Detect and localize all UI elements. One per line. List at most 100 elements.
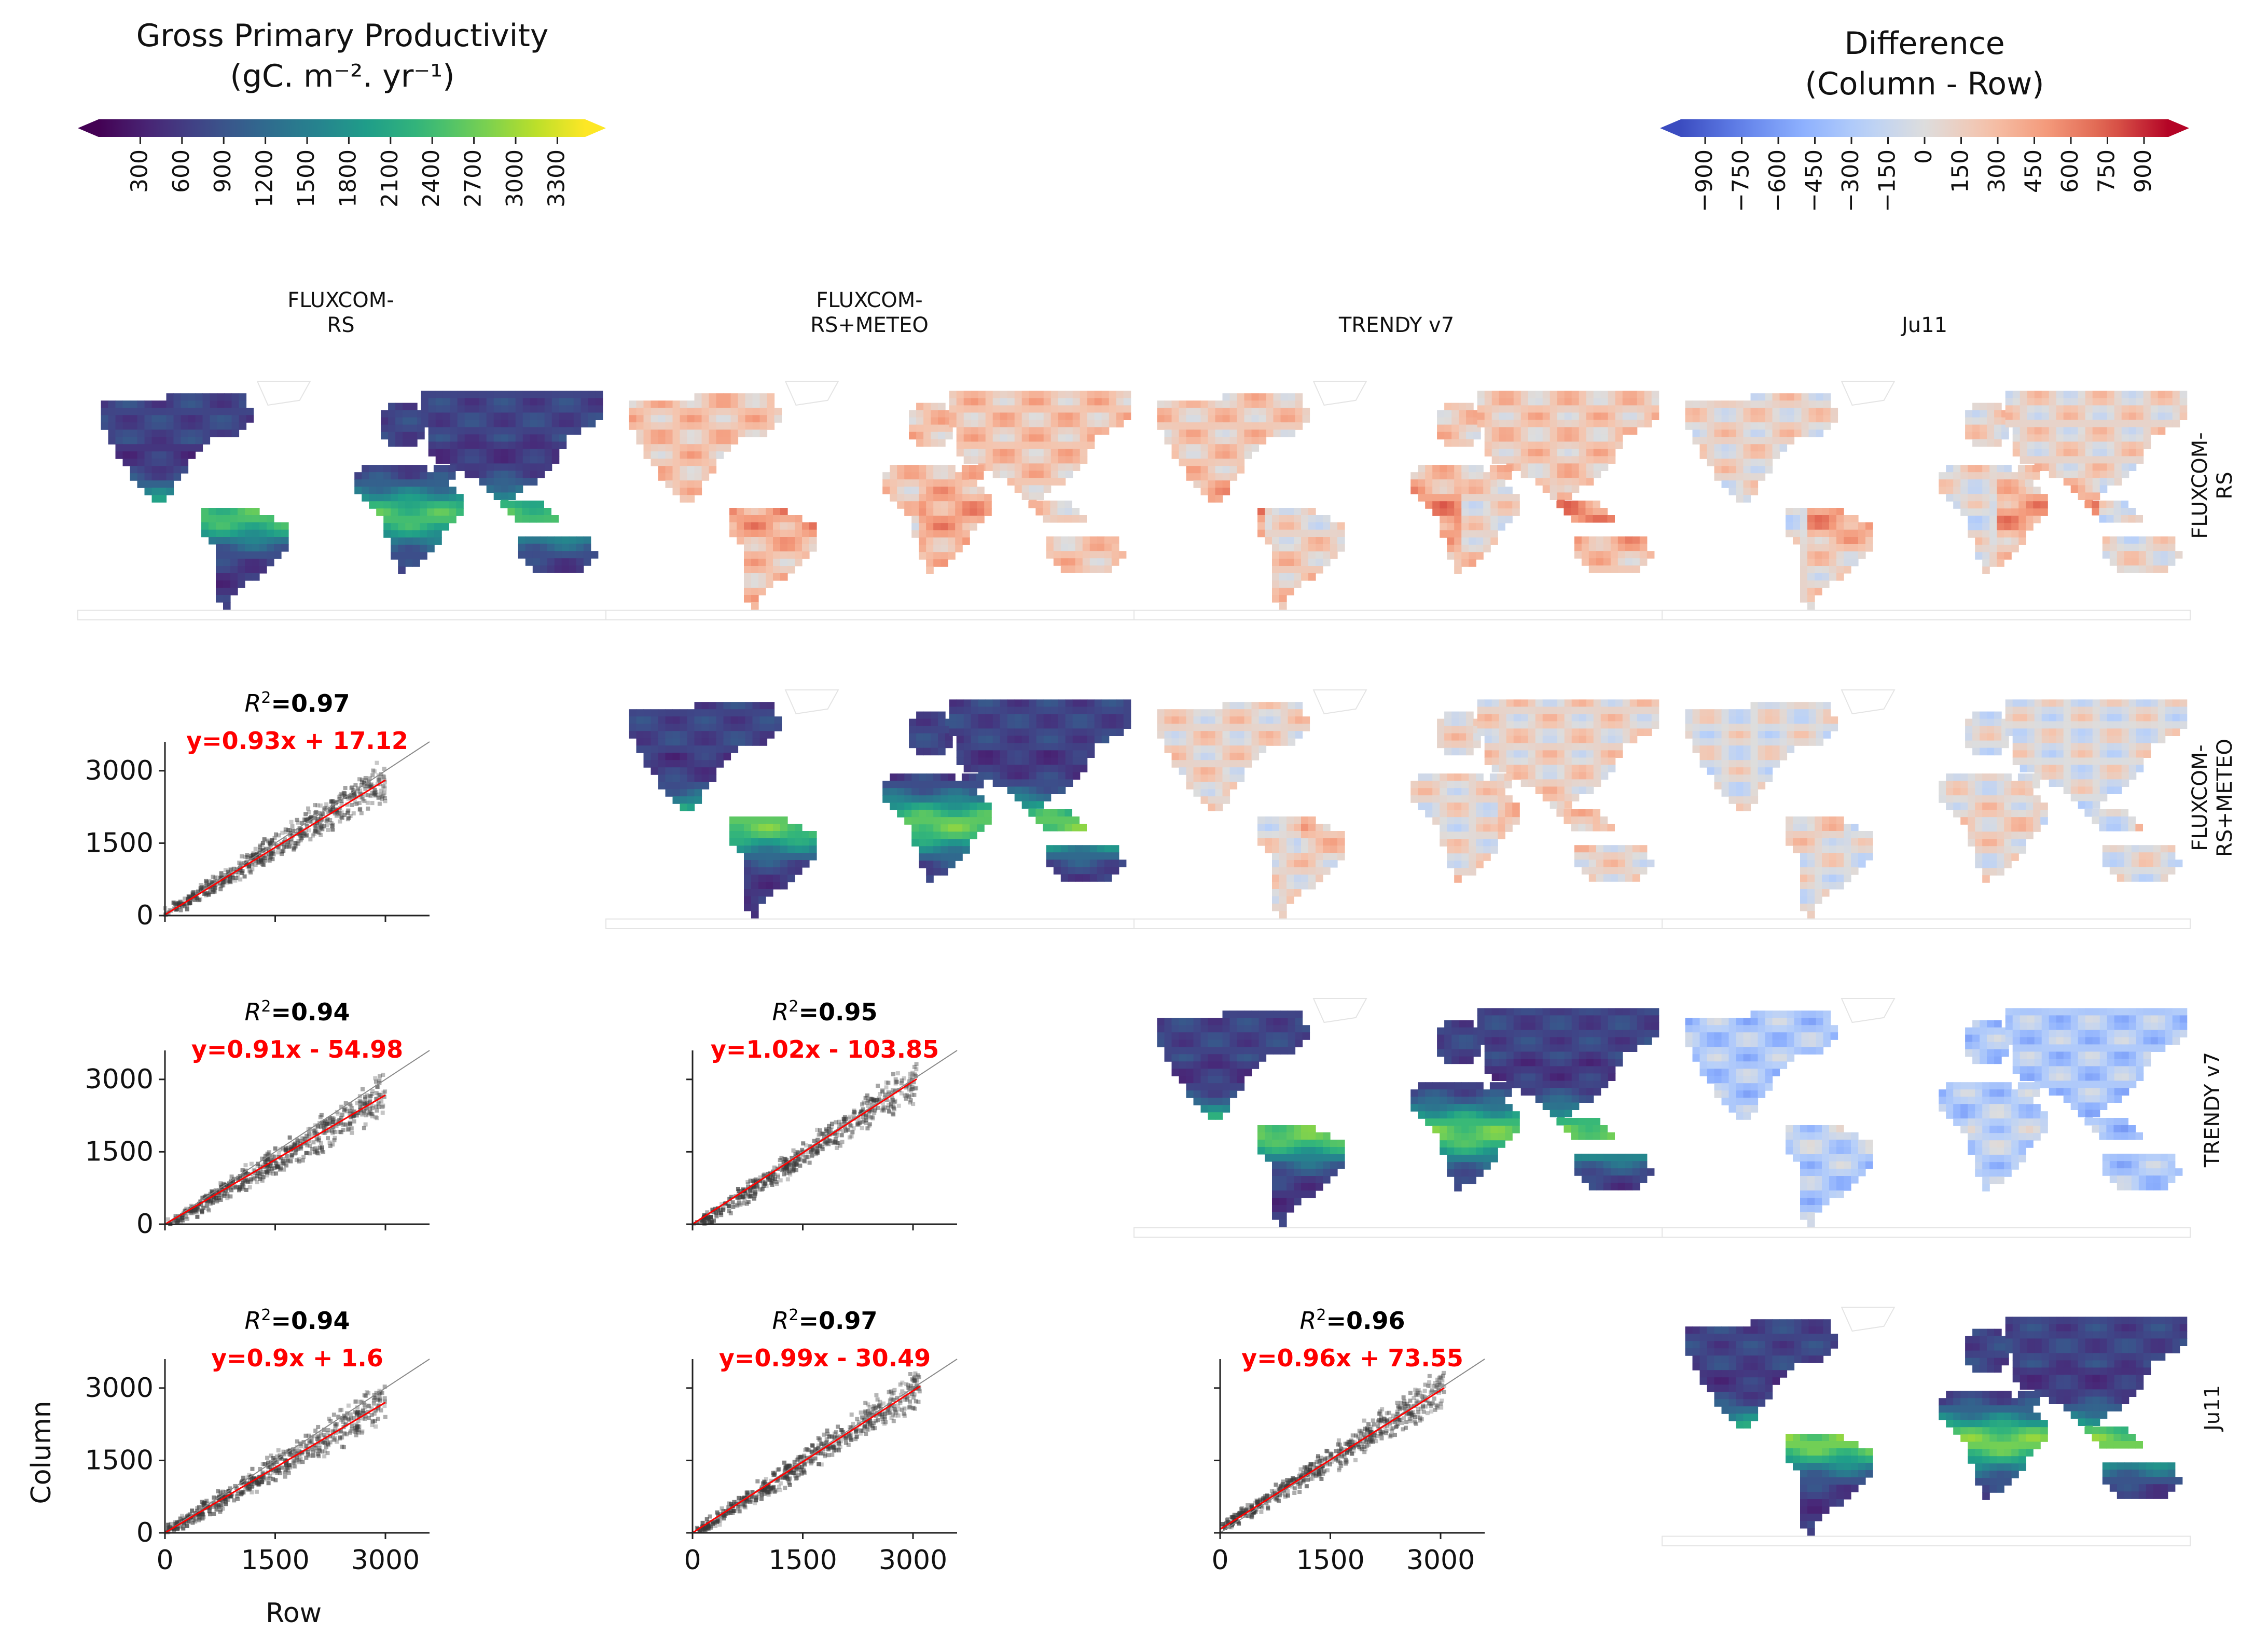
map-cell xyxy=(1829,544,1837,552)
map-cell xyxy=(1109,714,1117,722)
map-cell xyxy=(450,398,458,406)
map-cell xyxy=(1765,731,1773,739)
map-cell xyxy=(1800,580,1808,588)
map-cell xyxy=(948,487,956,494)
map-cell xyxy=(202,408,211,416)
map-cell xyxy=(1721,716,1730,724)
map-cell xyxy=(751,508,759,516)
map-cell xyxy=(1787,430,1795,437)
map-cell xyxy=(911,788,919,796)
map-cell xyxy=(1505,817,1513,825)
continent-europe xyxy=(1437,403,1488,447)
map-cell xyxy=(457,441,465,449)
map-cell xyxy=(1193,745,1201,753)
map-cell xyxy=(780,882,788,890)
map-cell xyxy=(716,753,724,760)
map-cell xyxy=(643,430,652,437)
map-cell xyxy=(955,839,963,847)
map-cell xyxy=(992,714,1001,722)
map-cell xyxy=(217,393,225,401)
map-cell xyxy=(559,434,567,442)
map-cell xyxy=(1109,699,1117,707)
map-cell xyxy=(1615,707,1623,714)
map-cell xyxy=(540,544,548,551)
map-cell xyxy=(2167,544,2176,551)
map-cell xyxy=(1440,795,1447,803)
map-cell xyxy=(1644,412,1652,420)
map-cell xyxy=(1193,753,1201,760)
map-cell xyxy=(1490,508,1498,516)
map-cell xyxy=(729,522,737,530)
map-cell xyxy=(1058,714,1066,722)
map-cell xyxy=(1029,405,1037,413)
map-cell xyxy=(2049,391,2057,398)
map-cell xyxy=(1065,412,1073,420)
map-cell xyxy=(1765,709,1773,717)
map-cell xyxy=(1801,709,1809,717)
map-cell xyxy=(1053,845,1061,853)
map-cell xyxy=(1068,558,1076,566)
map-cell xyxy=(1466,410,1474,418)
map-cell xyxy=(1251,745,1260,753)
map-cell xyxy=(926,552,934,560)
map-cell xyxy=(2027,434,2035,442)
map-cell xyxy=(694,415,702,423)
map-cell xyxy=(1743,422,1751,430)
map-cell xyxy=(2025,465,2033,473)
map-cell xyxy=(1491,736,1500,743)
map-cell xyxy=(403,439,410,447)
map-cell xyxy=(1222,444,1230,452)
map-cell xyxy=(1736,745,1744,753)
map-cell xyxy=(1295,422,1303,430)
map-cell xyxy=(398,552,406,560)
map-cell xyxy=(420,465,427,473)
map-cell xyxy=(1596,544,1604,551)
map-cell xyxy=(2179,412,2188,420)
map-cell xyxy=(1596,845,1604,853)
map-cell xyxy=(2117,551,2125,559)
map-cell xyxy=(195,444,203,452)
map-cell xyxy=(926,516,934,523)
map-cell xyxy=(962,516,970,523)
map-cell xyxy=(1323,522,1331,530)
map-cell xyxy=(701,393,710,401)
map-cell xyxy=(636,709,644,717)
map-cell xyxy=(1714,753,1722,760)
map-cell xyxy=(1060,860,1069,867)
map-cell xyxy=(978,757,986,765)
map-cell xyxy=(1997,479,2004,487)
colorbar-tick-label: −150 xyxy=(1874,149,1901,212)
map-cell xyxy=(2056,463,2064,471)
map-cell xyxy=(916,424,924,433)
map-cell xyxy=(2107,434,2115,442)
map-cell xyxy=(383,516,391,523)
map-cell xyxy=(1454,824,1462,832)
map-cell xyxy=(1279,838,1287,846)
map-cell xyxy=(773,522,781,530)
map-cell xyxy=(188,422,196,430)
map-cell xyxy=(1046,536,1054,544)
map-cell xyxy=(2020,405,2028,413)
map-cell xyxy=(554,558,562,566)
map-cell xyxy=(744,867,752,875)
map-cell xyxy=(1982,530,1990,538)
map-cell xyxy=(1116,420,1124,427)
map-cell xyxy=(1447,516,1455,523)
map-cell xyxy=(2099,485,2108,493)
map-cell xyxy=(1265,816,1273,824)
map-cell xyxy=(1629,728,1638,736)
map-cell xyxy=(1816,702,1824,710)
continent-asia xyxy=(2005,391,2188,507)
map-cell xyxy=(926,846,934,854)
map-cell xyxy=(1058,478,1066,486)
map-cell xyxy=(1279,595,1287,603)
map-cell xyxy=(1466,740,1474,749)
map-cell xyxy=(680,767,688,775)
map-cell xyxy=(2165,398,2173,406)
map-cell xyxy=(2005,391,2013,398)
map-cell xyxy=(1294,515,1302,523)
map-cell xyxy=(723,738,731,746)
map-cell xyxy=(427,479,435,487)
map-cell xyxy=(195,408,203,416)
map-cell xyxy=(1007,743,1015,751)
